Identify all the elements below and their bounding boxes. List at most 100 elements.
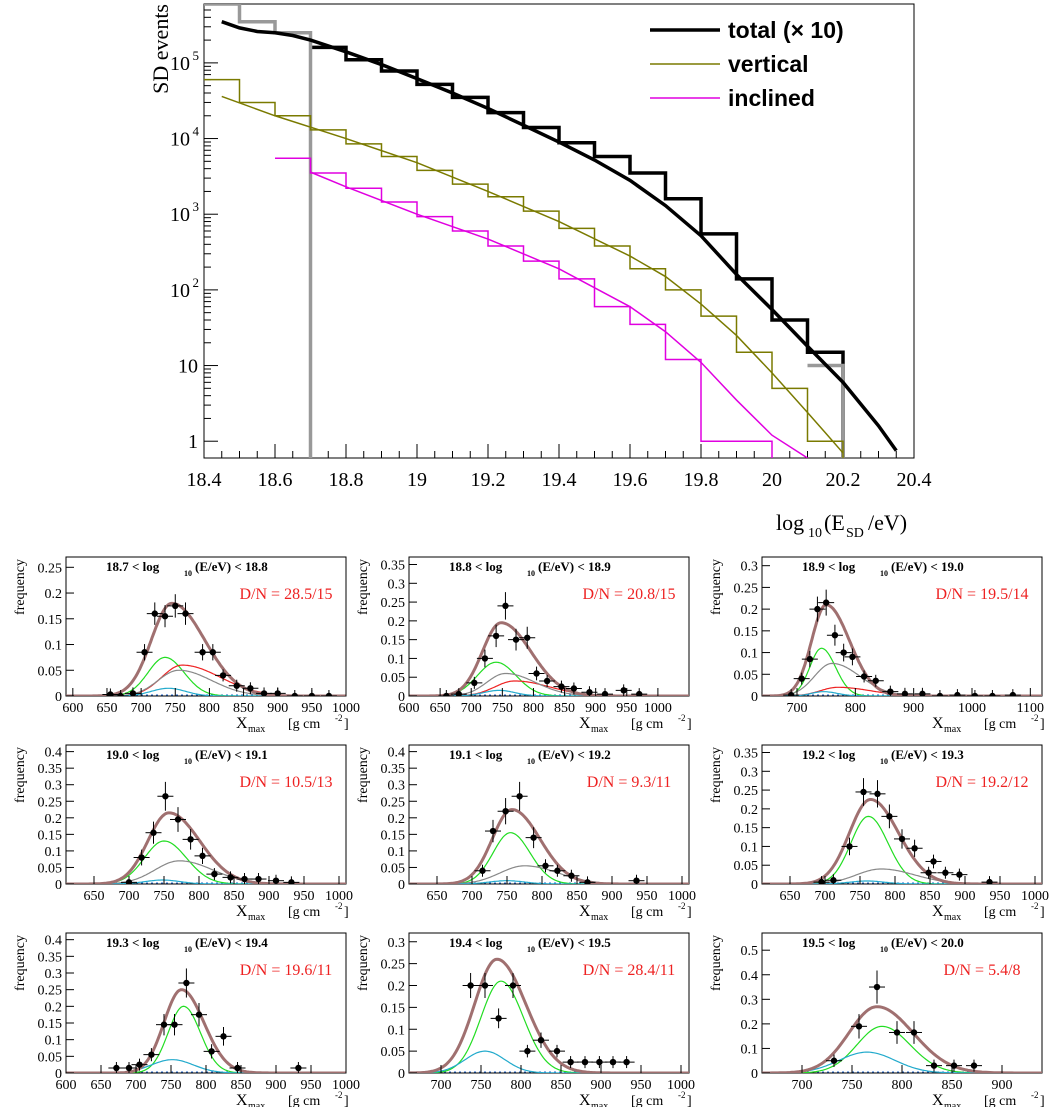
panel-title-post: (E/eV) < 19.4 xyxy=(195,935,268,950)
x-tick-label: 950 xyxy=(631,1078,652,1093)
component-curve xyxy=(66,687,346,696)
panel-title-pre: 18.7 < log xyxy=(106,559,160,574)
y-tick-label: 0 xyxy=(751,1067,758,1082)
panel-title-pre: 19.1 < log xyxy=(449,747,503,762)
dn-ratio: D/N = 28.5/15 xyxy=(239,586,332,603)
data-marker xyxy=(872,677,879,684)
panel-title-post: (E/eV) < 19.2 xyxy=(538,747,611,762)
component-curve xyxy=(762,880,1042,884)
data-marker xyxy=(919,690,926,696)
data-marker xyxy=(125,1064,133,1072)
data-point xyxy=(121,1062,137,1073)
data-marker xyxy=(887,688,894,695)
x-axis-title-close: ] xyxy=(344,1094,349,1107)
data-point xyxy=(581,686,598,696)
data-marker xyxy=(220,1033,227,1040)
y-tick-label: 0.1 xyxy=(388,652,406,667)
data-point xyxy=(146,602,163,625)
x-tick-label: 800 xyxy=(845,701,866,716)
y-tick-label: 0 xyxy=(398,690,405,705)
data-point xyxy=(450,688,467,696)
data-point xyxy=(896,687,913,696)
data-point xyxy=(597,688,613,696)
dn-ratio: D/N = 5.4/8 xyxy=(943,962,1020,979)
data-marker xyxy=(860,788,867,796)
data-point xyxy=(485,819,501,843)
y-tick-label: 10 5 xyxy=(170,48,199,75)
data-point xyxy=(145,821,162,844)
data-point xyxy=(112,690,129,696)
data-point xyxy=(474,864,491,877)
y-tick-label: 0.3 xyxy=(388,577,406,592)
data-marker xyxy=(822,599,830,606)
data-point xyxy=(618,1056,635,1069)
data-point xyxy=(133,849,150,866)
data-point xyxy=(206,868,223,881)
y-tick-label: 10 2 xyxy=(170,275,199,302)
x-axis-title-x: X xyxy=(236,715,248,732)
y-tick-label: 0.4 xyxy=(741,969,759,984)
data-point xyxy=(801,650,818,668)
y-tick-label: 0.25 xyxy=(381,596,406,611)
y-tick-label: 0.15 xyxy=(381,1001,406,1016)
x-tick-label: 1000 xyxy=(958,701,986,716)
data-marker xyxy=(911,845,918,852)
data-point xyxy=(215,1027,232,1046)
data-marker xyxy=(1009,691,1017,696)
data-marker xyxy=(209,649,217,656)
data-marker xyxy=(455,690,462,696)
data-marker xyxy=(233,682,240,689)
y-tick-label: 0.3 xyxy=(45,779,63,794)
x-axis-title-close: ] xyxy=(1040,905,1045,920)
y-axis-title: frequency xyxy=(709,935,724,991)
y-tick-label: 0.25 xyxy=(734,784,759,799)
data-point xyxy=(537,859,554,873)
panel-title: 18.9 < log 10 (E/eV) < 19.0 xyxy=(802,559,964,578)
data-point xyxy=(889,1021,905,1044)
y-tick-label-exp: 2 xyxy=(193,275,200,290)
panel-data xyxy=(762,778,1042,884)
x-axis-title-unit: [g cm xyxy=(984,905,1016,920)
x-tick-label: 700 xyxy=(131,701,152,716)
y-axis-title: frequency xyxy=(13,935,28,991)
data-marker xyxy=(596,1058,603,1066)
panel-data xyxy=(66,594,346,696)
y-tick-label: 0 xyxy=(751,878,758,893)
data-marker xyxy=(537,1036,545,1044)
data-marker xyxy=(581,1058,589,1066)
data-point xyxy=(615,684,632,696)
y-tick-label: 0.35 xyxy=(734,747,759,762)
x-tick-label: 700 xyxy=(792,1078,813,1093)
y-tick-label: 0.15 xyxy=(734,822,759,837)
y-tick-label: 0.3 xyxy=(388,779,406,794)
data-point xyxy=(490,1008,507,1029)
panel-title-post: (E/eV) < 19.5 xyxy=(538,935,611,950)
panel-frame xyxy=(65,744,347,885)
y-tick-label: 0.1 xyxy=(45,845,63,860)
data-marker xyxy=(141,649,148,656)
data-point xyxy=(228,679,245,692)
data-point xyxy=(519,626,536,649)
y-tick-label: 0.05 xyxy=(38,861,63,876)
data-point xyxy=(818,589,835,616)
x-tick-label: 750 xyxy=(497,889,518,904)
data-point xyxy=(157,781,174,811)
data-point xyxy=(826,1054,842,1067)
component-curve xyxy=(409,1050,689,1073)
x-axis-title-unit: [g cm xyxy=(984,1094,1016,1107)
data-point xyxy=(182,829,199,850)
y-tick-label: 0.4 xyxy=(45,746,63,761)
data-marker xyxy=(942,869,949,876)
x-axis-title-close: ] xyxy=(687,717,692,732)
panel-data xyxy=(762,970,1042,1073)
component-curve xyxy=(762,1025,1042,1073)
data-marker xyxy=(492,632,500,640)
component-curve xyxy=(66,879,346,884)
data-marker xyxy=(570,685,578,692)
data-marker xyxy=(849,653,856,661)
x-tick-label: 1000 xyxy=(667,1078,695,1093)
x-tick-label: 1000 xyxy=(325,889,353,904)
x-tick-label: 600 xyxy=(56,1078,77,1093)
